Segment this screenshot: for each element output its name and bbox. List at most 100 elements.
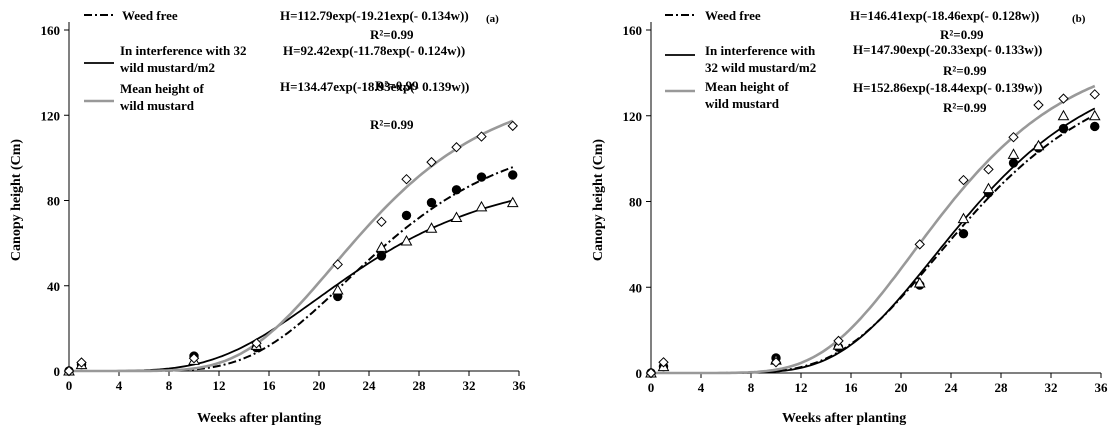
data-point [1007,148,1020,159]
y-tick-label: 160 [41,23,61,38]
data-point [426,156,437,168]
r-squared-3: R²=0.99 [943,100,987,115]
y-tick-label: 120 [41,108,61,123]
x-tick-label: 16 [845,380,859,395]
data-point [507,120,518,132]
y-tick-label: 80 [629,195,642,210]
x-axis-label: Weeks after planting [197,411,321,426]
data-point [1008,131,1019,143]
data-point [375,241,388,252]
x-tick-label: 4 [116,378,123,393]
data-point [913,276,926,288]
x-tick-label: 28 [995,380,1009,395]
x-tick-label: 32 [463,378,476,393]
series-line-2 [69,199,514,372]
y-tick-label: 160 [623,23,643,38]
data-point [476,131,487,142]
series-line-1 [651,114,1096,374]
legend-entry-2: In interference with 32 wild mustard/m2 [705,43,816,75]
y-tick-label: 40 [629,280,642,295]
x-tick-label: 36 [1095,380,1109,395]
data-point [475,200,488,212]
data-point [1032,139,1045,151]
fit-equation-3: H=152.86exp(-18.44exp(- 0.139w)) [853,80,1042,95]
fit-equation-1: H=112.79exp(-19.21exp(- 0.134w)) [280,8,469,23]
series-line-1 [69,166,514,372]
x-tick-label: 12 [213,378,226,393]
y-tick-label: 0 [636,366,643,381]
data-point [476,172,487,182]
legend-entry-3: Mean height of wild mustard [705,79,789,111]
legend-entry-3: Mean height of wild mustard [120,81,204,113]
data-point [770,357,782,368]
x-tick-label: 8 [166,378,173,393]
data-point [1089,89,1100,100]
data-point [645,367,657,379]
data-point [833,335,844,347]
fit-equation-3: H=134.47exp(-18.93exp(- 0.139w)) [280,79,469,94]
data-point [76,357,87,368]
chart-panel-b: 0 4 8 12 16 20 24 28 32 36 0 40 80 120 160 Weeks after … [591,8,1108,426]
series-line-3 [651,84,1096,375]
fit-equation-1: H=146.41exp(-18.46exp(- 0.128w)) [850,8,1039,23]
data-point [957,212,970,224]
x-tick-label: 8 [748,380,755,395]
data-point [958,174,969,186]
r-squared-2: R²=0.99 [943,63,987,78]
data-point [188,353,200,364]
data-point [1058,123,1069,134]
x-tick-label: 12 [795,380,808,395]
chart-panel-a: 0 4 8 12 16 20 24 28 32 36 0 40 80 120 160 Weeks after … [9,8,526,426]
x-tick-label: 0 [66,378,73,393]
data-point [63,365,75,377]
x-tick-label: 36 [513,378,527,393]
panel-label: (a) [486,13,499,25]
data-point [426,197,437,208]
data-point [400,234,413,246]
data-point [332,259,343,270]
data-point [1088,109,1101,121]
data-point [982,182,995,194]
r-squared-3: R²=0.99 [370,117,414,132]
r-squared-1: R²=0.99 [940,27,984,42]
data-point [1008,158,1019,168]
y-tick-label: 80 [47,194,60,209]
y-tick-label: 120 [623,109,643,124]
data-point [401,210,412,221]
data-point [1033,99,1044,111]
data-point [401,173,412,185]
x-tick-label: 16 [263,378,277,393]
data-point [914,239,925,250]
data-point [983,164,994,175]
x-tick-label: 24 [363,378,377,393]
data-point [1057,109,1070,121]
x-tick-label: 20 [895,380,908,395]
y-axis-label: Canopy height (Cm) [9,139,24,261]
x-tick-label: 32 [1045,380,1058,395]
data-point [451,185,462,195]
x-tick-label: 24 [945,380,959,395]
legend-entry-1: Weed free [705,8,761,23]
data-point [450,211,463,223]
data-point [658,357,669,368]
r-squared-1: R²=0.99 [370,27,414,42]
data-point [1058,93,1069,104]
y-tick-label: 40 [47,279,60,294]
y-tick-label: 0 [54,364,61,379]
x-tick-label: 4 [698,380,705,395]
data-point [1090,121,1100,132]
series-line-2 [651,107,1096,374]
y-axis-label: Canopy height (Cm) [591,139,606,261]
r-squared-2: R²=0.99 [375,78,419,93]
data-point [331,283,344,295]
panel-label: (b) [1072,13,1086,25]
x-tick-label: 0 [648,380,655,395]
data-point [376,251,387,261]
data-point [376,216,387,228]
data-point [425,222,438,233]
data-point [508,170,518,180]
legend-entry-1: Weed free [122,8,178,23]
fit-equation-2: H=92.42exp(-11.78exp(- 0.124w)) [283,43,465,58]
data-point [251,338,262,349]
